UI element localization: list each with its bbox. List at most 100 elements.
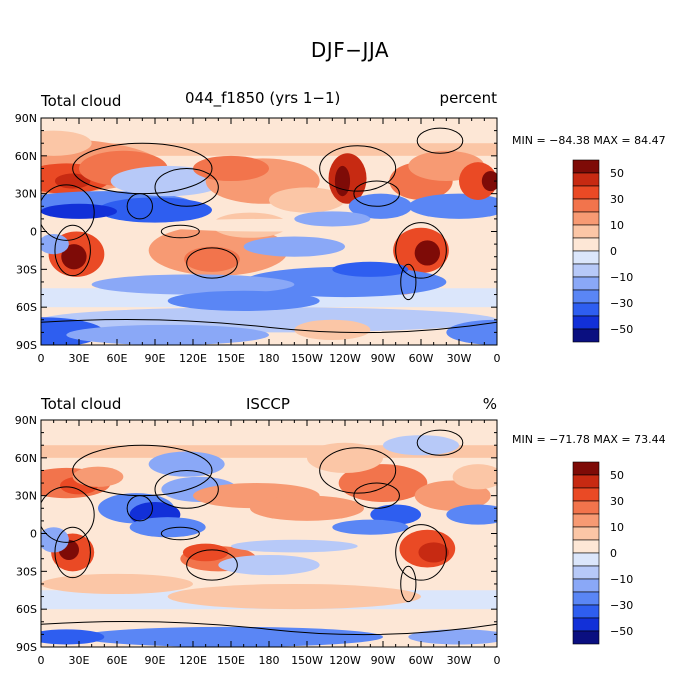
colorbar-segment [572, 513, 600, 528]
colorbar-segment [572, 461, 600, 476]
x-tick-label: 30W [447, 352, 472, 365]
colorbar-segment [572, 211, 600, 226]
anomaly-blob [334, 165, 351, 197]
x-tick-label: 90E [145, 654, 166, 667]
x-tick-label: 150W [291, 352, 323, 365]
anomaly-blob [408, 629, 497, 645]
x-tick-label: 30E [69, 654, 90, 667]
colorbar-segment [572, 565, 600, 580]
x-tick-label: 120W [329, 654, 361, 667]
colorbar-segment [572, 250, 600, 265]
y-tick-label: 30N [15, 188, 37, 201]
y-tick-label: 0 [30, 226, 37, 239]
coastline [41, 184, 95, 241]
colorbar: 50 30 10 0 −10 −30 −50 [572, 159, 633, 343]
colorbar-segment [572, 630, 600, 645]
x-tick-label: 120E [179, 654, 207, 667]
x-tick-label: 90E [145, 352, 166, 365]
colorbar-label: 0 [610, 245, 617, 258]
colorbar-segment [572, 500, 600, 515]
x-tick-label: 0 [494, 654, 501, 667]
colorbar-segment [572, 224, 600, 239]
colorbar-segment [572, 591, 600, 606]
colorbar-segment [572, 237, 600, 252]
panel1-minmax: MIN = −84.38 MAX = 84.47 [512, 134, 666, 147]
anomaly-blob [269, 187, 345, 213]
x-tick-label: 180 [259, 352, 280, 365]
x-tick-label: 60W [409, 654, 434, 667]
colorbar-segment [572, 198, 600, 213]
page-title: DJF−JJA [310, 38, 390, 62]
colorbar-segment [572, 604, 600, 619]
x-tick-label: 120E [179, 352, 207, 365]
cloud-field [41, 420, 497, 647]
colorbar-label: −10 [610, 573, 633, 586]
coastline [353, 180, 400, 207]
colorbar-label: 50 [610, 167, 624, 180]
colorbar-segment [572, 474, 600, 489]
colorbar-segment [572, 276, 600, 291]
anomaly-blob [72, 466, 124, 487]
colorbar-label: 10 [610, 219, 624, 232]
coastline [395, 524, 447, 581]
anomaly-blob [41, 130, 92, 156]
panel2-minmax: MIN = −71.78 MAX = 73.44 [512, 433, 666, 446]
colorbar-segment [572, 578, 600, 593]
anomaly-blob [167, 583, 421, 610]
anomaly-blob [294, 211, 371, 227]
anomaly-blob [41, 573, 193, 595]
coastline [319, 447, 397, 494]
panel2-units-label: % [482, 395, 497, 413]
colorbar-segment [572, 487, 600, 502]
coastline [400, 263, 417, 301]
colorbar-segment [572, 315, 600, 330]
coastline [54, 224, 91, 277]
anomaly-blob [383, 435, 459, 456]
anomaly-blob [98, 197, 212, 223]
anomaly-blob [66, 324, 269, 345]
anomaly-blob [41, 629, 105, 645]
y-tick-label: 90N [15, 112, 37, 125]
coastlines [41, 429, 497, 636]
colorbar-segment [572, 172, 600, 187]
x-tick-label: 0 [38, 352, 45, 365]
band-arctic [41, 445, 497, 458]
y-tick-label: 60S [16, 301, 37, 314]
coastline-antarctica [41, 620, 497, 636]
colorbar-segment [572, 159, 600, 174]
colorbar-label: −10 [610, 271, 633, 284]
x-tick-label: 120W [329, 352, 361, 365]
anomaly-blob [446, 504, 497, 525]
anomaly-blob [332, 519, 409, 535]
anomaly-blob [243, 236, 345, 257]
coastline [416, 127, 464, 154]
anomaly-blob [231, 539, 358, 553]
anomaly-blob [91, 274, 295, 295]
y-tick-label: 30S [16, 263, 37, 276]
y-tick-label: 0 [30, 528, 37, 541]
coastline [154, 167, 219, 207]
y-tick-label: 30S [16, 565, 37, 578]
x-tick-label: 30W [447, 654, 472, 667]
y-tick-label: 90S [16, 339, 37, 352]
coastline-antarctica [41, 318, 497, 334]
x-tick-label: 150E [217, 352, 245, 365]
colorbar-label: −50 [610, 323, 633, 336]
coastline [319, 145, 397, 192]
band-arctic [41, 143, 497, 156]
anomaly-blob [370, 504, 421, 525]
colorbar-segment [572, 185, 600, 200]
colorbar-label: −30 [610, 297, 633, 310]
cloud-field [41, 118, 497, 345]
anomaly-blob [294, 319, 371, 340]
coastline [160, 526, 200, 541]
coastline [126, 193, 153, 220]
coastline [416, 429, 464, 456]
panel2-variable-label: Total cloud [41, 395, 122, 413]
anomaly-blob [250, 495, 364, 521]
colorbar-segment [572, 289, 600, 304]
x-tick-label: 150W [291, 654, 323, 667]
coastline [160, 224, 200, 239]
x-tick-label: 60E [107, 654, 128, 667]
